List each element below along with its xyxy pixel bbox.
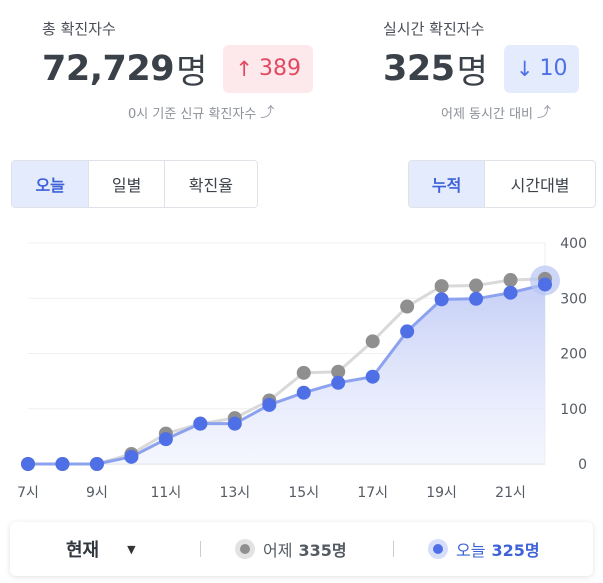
x-tick-label: 15시 [288,485,319,501]
realtime-confirmed-number: 325 [383,48,455,89]
legend-today-value: 325명 [491,541,540,560]
tab-confirm-rate[interactable]: 확진율 [164,161,257,207]
divider [200,541,201,557]
today-point [262,397,277,412]
total-confirmed-unit: 명 [176,52,208,92]
period-tabs: 오늘 일별 확진율 [11,160,258,208]
x-tick-label: 19시 [426,485,457,501]
curved-arrow-icon: ⤴ [260,105,275,121]
today-area [28,284,545,464]
yesterday-point [331,364,346,379]
legend-yesterday-value: 335명 [298,541,347,560]
total-note-text: 0시 기준 신규 확진자수 [128,106,257,122]
today-point [365,369,380,384]
yesterday-point [469,278,484,293]
legend-today-label: 오늘 [456,541,486,560]
today-point [503,285,518,300]
y-tick-label: 300 [560,291,587,307]
yesterday-point [365,334,380,349]
realtime-delta-badge: ↓ 10 [503,44,580,93]
x-tick-label: 7시 [17,485,39,501]
time-select-dropdown[interactable]: 현재 ▼ [66,522,136,576]
yesterday-point [434,279,449,294]
curved-arrow-icon: ⤴ [537,105,551,121]
today-point [55,457,70,471]
today-point [89,457,104,471]
caret-down-icon: ▼ [127,542,136,556]
today-point [331,375,346,390]
total-delta-value: 389 [258,56,301,81]
blue-dot-icon [428,539,448,559]
today-point [21,457,35,471]
x-tick-label: 13시 [219,485,250,501]
x-tick-label: 11시 [151,485,182,501]
today-point [124,449,139,464]
realtime-note-text: 어제 동시간 대비 [441,106,533,122]
today-point [193,416,208,431]
today-point [227,416,242,431]
realtime-delta-value: 10 [539,56,568,81]
tab-hourly[interactable]: 시간대별 [485,161,595,207]
arrow-up-icon: ↑ [235,56,253,81]
legend-yesterday-label: 어제 [263,541,293,560]
tab-today[interactable]: 오늘 [12,161,90,207]
time-select-label: 현재 [66,540,100,561]
total-confirmed-number: 72,729 [42,48,175,89]
y-tick-label: 400 [560,236,587,252]
cumulative-cases-chart: 0 100 200 300 400 7시 9시 11시 13시 15시 17시 19시 21시 [17,236,587,501]
divider [393,541,394,557]
legend-today: 오늘 325명 [428,522,540,576]
today-point [296,385,311,400]
yesterday-point [296,365,311,380]
today-point [538,277,552,292]
total-delta-badge: ↑ 389 [223,44,313,93]
tab-daily[interactable]: 일별 [89,161,165,207]
yesterday-point [400,299,415,314]
legend-yesterday: 어제 335명 [235,522,347,576]
realtime-note: 어제 동시간 대비 ⤴ [441,102,551,122]
mode-tabs: 누적 시간대별 [408,160,596,208]
y-tick-label: 100 [560,402,587,418]
realtime-confirmed-unit: 명 [456,52,488,92]
arrow-down-icon: ↓ [515,56,534,81]
today-point [434,292,449,307]
today-line [28,282,546,466]
today-point [400,324,415,339]
x-tick-label: 9시 [86,485,108,501]
y-tick-label: 200 [560,347,587,363]
chart-legend-bar: 현재 ▼ 어제 335명 오늘 325명 [10,522,593,576]
realtime-confirmed-label: 실시간 확진자수 [383,20,485,38]
y-tick-label: 0 [578,457,587,473]
gray-dot-icon [235,539,255,559]
yesterday-point [503,273,518,288]
total-confirmed-label: 총 확진자수 [42,20,116,38]
total-note: 0시 기준 신규 확진자수 ⤴ [128,102,274,122]
today-point [158,432,173,447]
x-tick-label: 21시 [495,485,526,501]
realtime-confirmed-value-row: 325 명 ↓ 10 [383,44,580,93]
today-point [469,291,484,306]
x-tick-label: 17시 [357,485,388,501]
total-confirmed-value-row: 72,729 명 ↑ 389 [42,44,313,93]
tab-cumulative[interactable]: 누적 [409,161,486,207]
